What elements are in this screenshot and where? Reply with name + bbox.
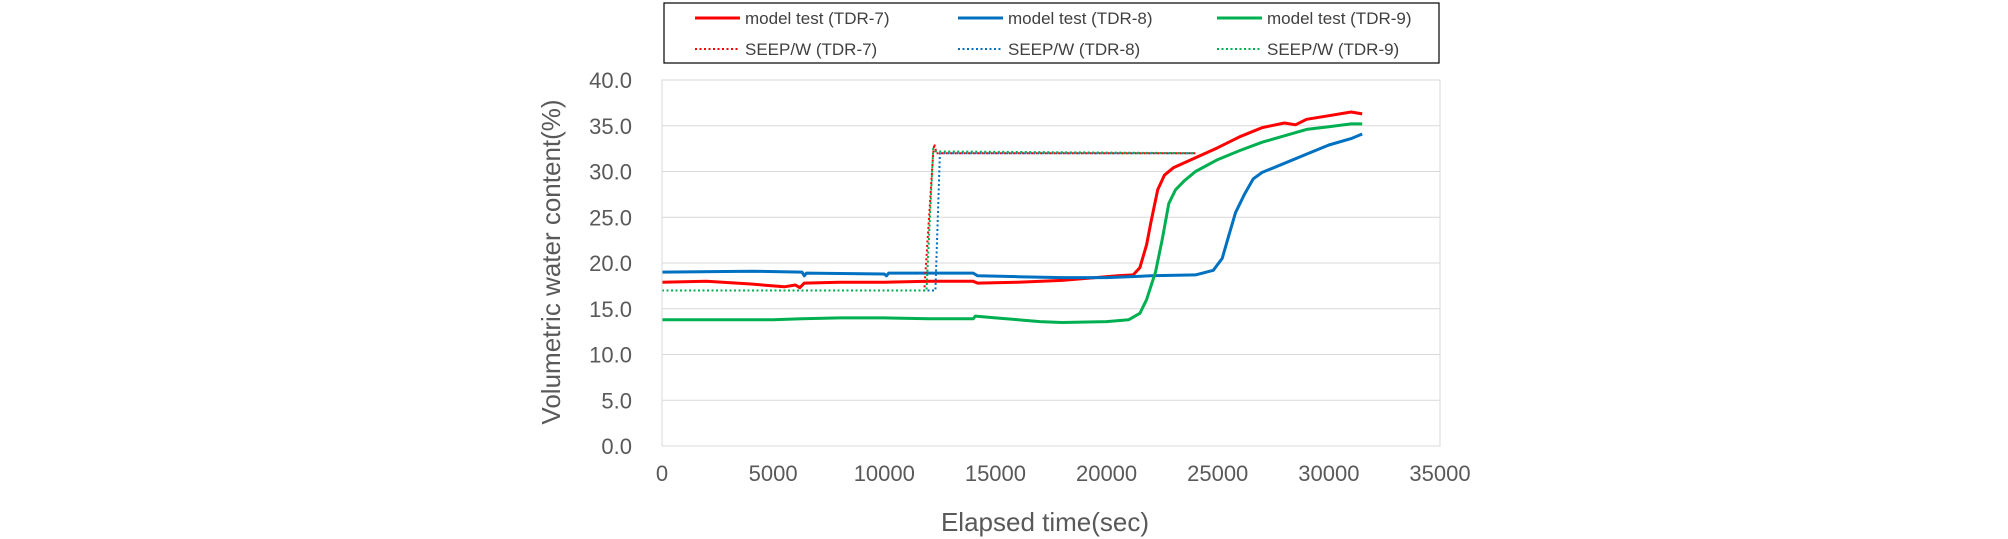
y-tick-label: 10.0	[589, 343, 632, 368]
legend-label: SEEP/W (TDR-9)	[1267, 40, 1399, 59]
x-tick-label: 25000	[1187, 461, 1248, 486]
legend-label: SEEP/W (TDR-8)	[1008, 40, 1140, 59]
x-tick-label: 10000	[854, 461, 915, 486]
series-lines	[661, 110, 1363, 324]
legend-label: SEEP/W (TDR-7)	[745, 40, 877, 59]
legend-label: model test (TDR-8)	[1008, 9, 1153, 28]
series-line-3	[662, 122, 1363, 324]
y-tick-label: 5.0	[601, 388, 632, 413]
legend-items: model test (TDR-7) model test (TDR-8) mode…	[695, 9, 1412, 59]
x-tick-label: 20000	[1076, 461, 1137, 486]
y-tick-label: 20.0	[589, 251, 632, 276]
legend-label: model test (TDR-7)	[745, 9, 890, 28]
x-tick-label: 35000	[1409, 461, 1470, 486]
y-tick-labels: 0.0 5.0 10.0 15.0 20.0 25.0 30.0 35.0 40.0	[589, 68, 632, 459]
y-tick-label: 35.0	[589, 114, 632, 139]
plot-area-border	[661, 79, 1441, 447]
legend-box	[663, 2, 1440, 64]
y-tick-label: 0.0	[601, 434, 632, 459]
y-axis-title: Volumetric water content(%)	[536, 99, 566, 424]
x-tick-label: 15000	[965, 461, 1026, 486]
x-tick-label: 5000	[749, 461, 798, 486]
y-tick-label: 40.0	[589, 68, 632, 93]
x-tick-label: 0	[656, 461, 668, 486]
y-tick-label: 25.0	[589, 205, 632, 230]
x-tick-label: 30000	[1298, 461, 1359, 486]
y-tick-label: 15.0	[589, 297, 632, 322]
x-axis-title: Elapsed time(sec)	[941, 507, 1149, 537]
series-line-6	[662, 147, 1196, 292]
legend: model test (TDR-7) model test (TDR-8) mode…	[663, 2, 1440, 64]
legend-label: model test (TDR-9)	[1267, 9, 1412, 28]
y-tick-label: 30.0	[589, 160, 632, 185]
x-tick-labels: 0 5000 10000 15000 20000 25000 30000 35000	[656, 461, 1471, 486]
series-line-2	[661, 132, 1363, 280]
